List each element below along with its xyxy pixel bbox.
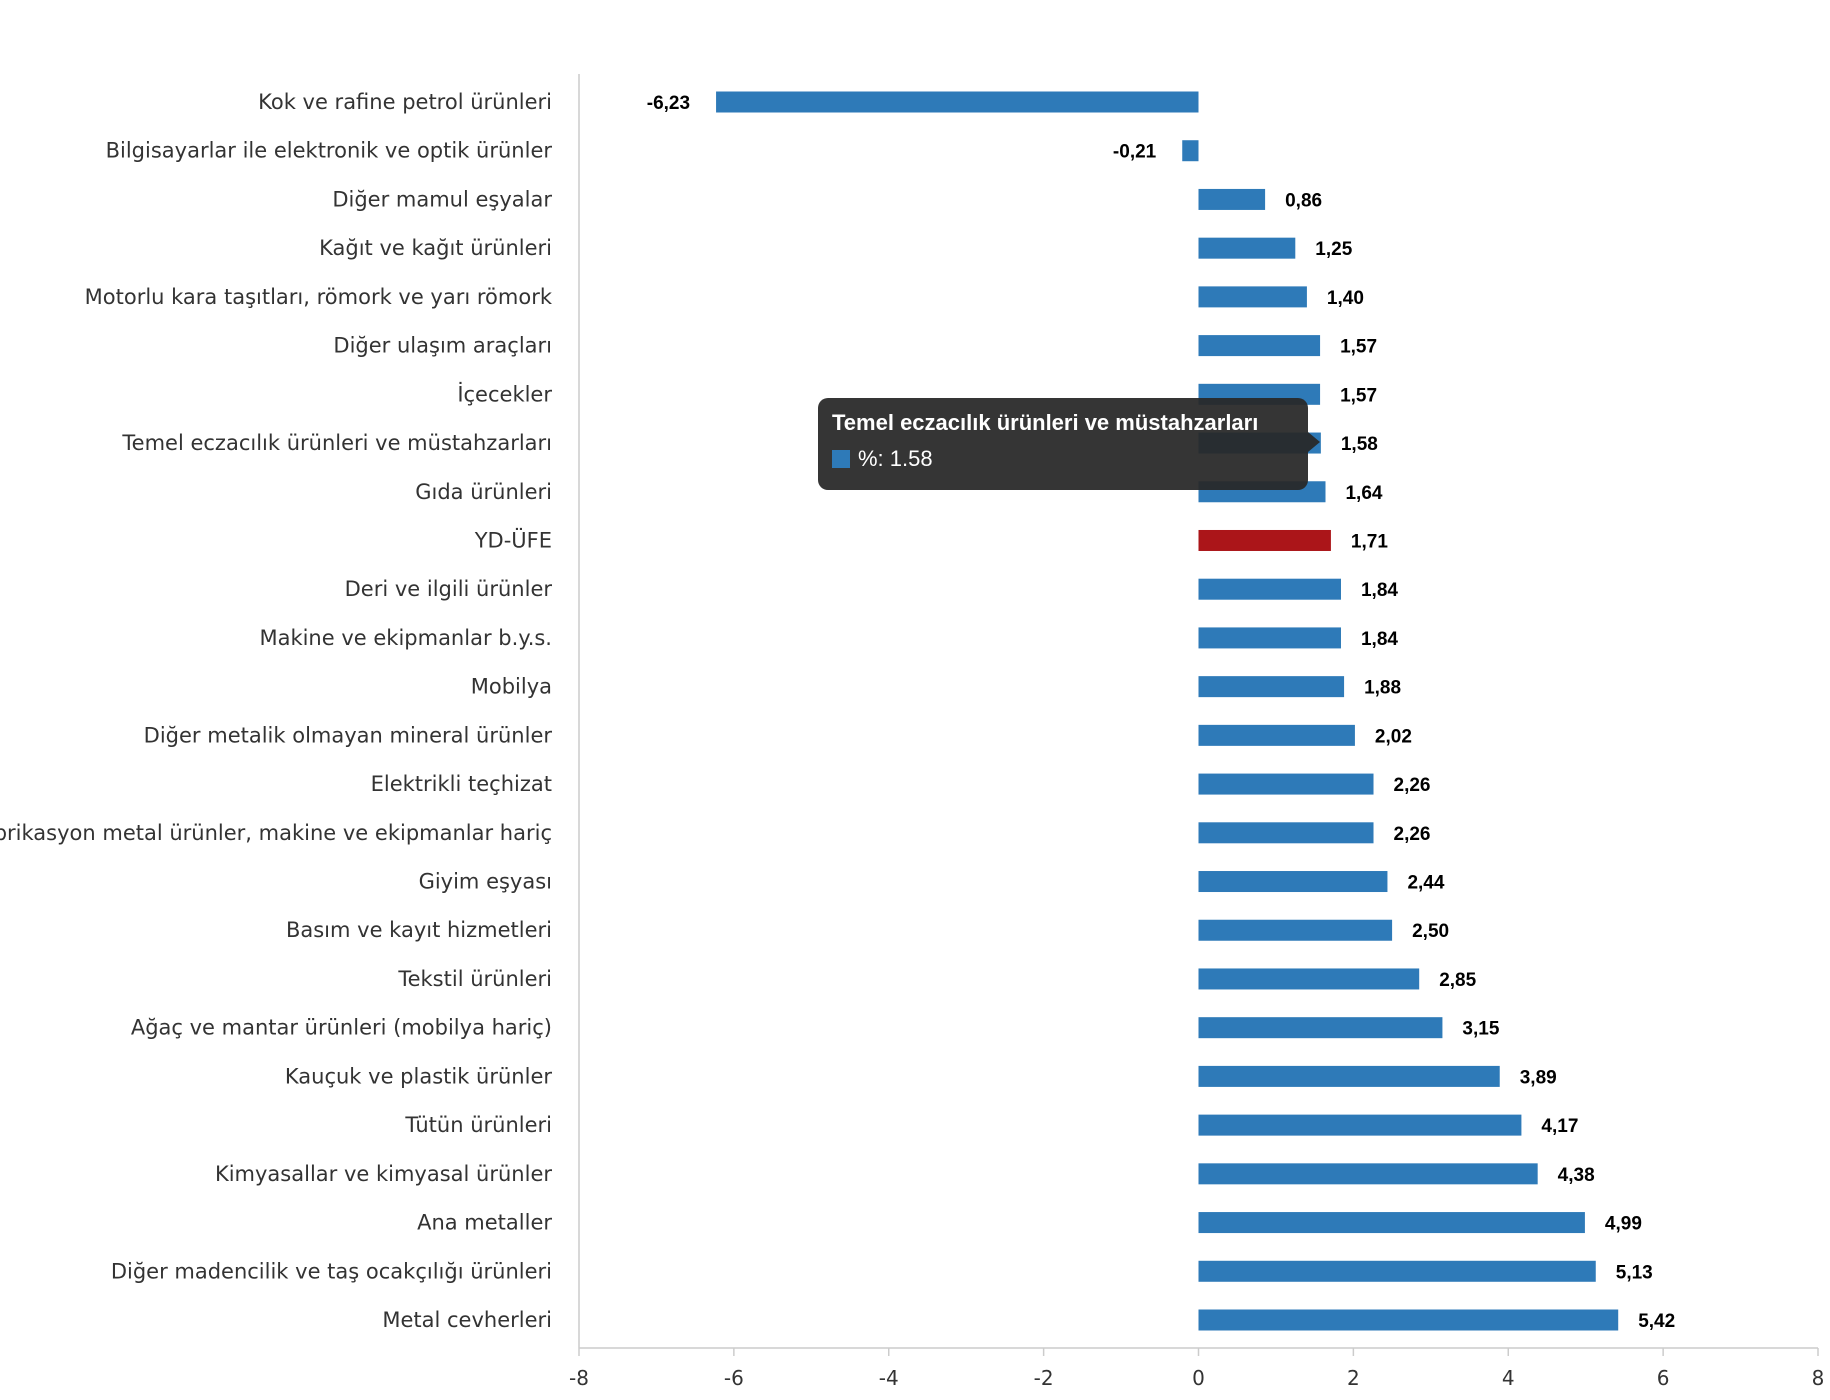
category-label: Gıda ürünleri [415,480,552,504]
category-label: Deri ve ilgili ürünler [345,577,553,601]
bar [1198,1212,1585,1234]
tooltip-row: %: 1.58 [832,446,1294,472]
data-label: 3,15 [1462,1019,1499,1040]
category-label: Diğer mamul eşyalar [332,187,552,211]
chart-axes [578,74,1818,1349]
data-label: 1,58 [1341,434,1378,455]
category-label: Diğer madencilik ve taş ocakçılığı ürünl… [111,1259,552,1283]
data-label: 0,86 [1285,190,1322,211]
tooltip-title: Temel eczacılık ürünleri ve müstahzarlar… [832,410,1259,435]
x-axis-ticks: -8 -6 -4 -2 0 2 4 6 8 [569,1348,1824,1390]
category-label: Kauçuk ve plastik ürünler [285,1064,552,1088]
x-tick-label: 4 [1502,1366,1515,1390]
category-label: Kimyasallar ve kimyasal ürünler [215,1162,552,1186]
data-label: 1,25 [1315,239,1352,260]
category-label: Diğer ulaşım araçları [333,334,552,358]
x-tick-label: 2 [1347,1366,1360,1390]
value-labels: -6,23 -0,21 0,86 1,25 1,40 1,57 1,57 1,58 1,64 1,… [647,93,1675,1332]
bar [1198,919,1393,941]
data-label: 2,44 [1407,873,1444,894]
data-label: 1,57 [1340,337,1377,358]
category-label: Kok ve rafine petrol ürünleri [258,90,552,114]
bar [1198,578,1341,600]
tooltip-value: %: 1.58 [858,446,933,471]
category-label: Metal cevherleri [382,1308,552,1332]
data-label: 2,26 [1394,824,1431,845]
category-label: Tekstil ürünleri [397,967,552,991]
bar [1198,968,1420,990]
bar [1198,676,1345,698]
data-label: -0,21 [1113,142,1157,163]
bar [1198,1017,1443,1039]
category-label: Tütün ürünleri [404,1113,552,1137]
bar [1198,724,1355,746]
data-label: -6,23 [647,93,690,114]
bar [716,91,1199,113]
data-label: 4,38 [1558,1165,1595,1186]
category-label: Ağaç ve mantar ürünleri (mobilya hariç) [131,1016,552,1040]
bar [1198,1065,1500,1087]
category-label: Motorlu kara taşıtları, römork ve yarı r… [85,285,553,309]
data-label: 2,85 [1439,970,1476,991]
category-label: Basım ve kayıt hizmetleri [286,918,552,942]
category-label: Elektrikli teçhizat [371,772,552,796]
category-label: Mobilya [471,675,552,699]
bar [1198,188,1266,210]
bar [1198,1163,1538,1185]
data-label: 4,17 [1541,1116,1578,1137]
bar [1198,1309,1619,1331]
category-label: Giyim eşyası [419,870,552,894]
data-label: 2,50 [1412,921,1449,942]
bar [1198,335,1321,357]
data-label: 4,99 [1605,1214,1642,1235]
chart-tooltip: Temel eczacılık ürünleri ve müstahzarlar… [818,398,1320,490]
chart-bars [716,91,1619,1331]
x-tick-label: 6 [1657,1366,1670,1390]
category-label: Ana metaller [417,1211,552,1235]
bar [1198,529,1331,551]
bar [1198,286,1307,308]
bar [1198,822,1374,844]
category-label: İçecekler [457,381,552,406]
bar [1198,237,1296,259]
data-label: 2,26 [1394,775,1431,796]
bar [1198,773,1374,795]
category-label: YD-ÜFE [474,527,552,552]
bar [1198,627,1341,649]
data-label: 1,64 [1345,483,1382,504]
x-tick-label: -4 [879,1366,899,1390]
category-labels: Kok ve rafine petrol ürünleri Bilgisayarl… [0,90,553,1332]
bar [1198,871,1388,893]
category-label: Makine ve ekipmanlar b.y.s. [259,626,552,650]
category-label: Temel eczacılık ürünleri ve müstahzarlar… [121,431,552,455]
data-label: 1,84 [1361,629,1398,650]
data-label: 5,13 [1616,1262,1653,1283]
x-tick-label: 8 [1812,1366,1825,1390]
bar [1182,140,1199,162]
category-label: Fabrikasyon metal ürünler, makine ve eki… [0,821,552,845]
x-tick-label: -8 [569,1366,589,1390]
data-label: 1,88 [1364,678,1401,699]
data-label: 5,42 [1638,1311,1675,1332]
x-tick-label: -2 [1034,1366,1054,1390]
data-label: 2,02 [1375,726,1412,747]
data-label: 3,89 [1520,1067,1557,1088]
tooltip-arrow [1308,432,1320,452]
data-label: 1,40 [1327,288,1364,309]
x-tick-label: 0 [1192,1366,1205,1390]
data-label: 1,57 [1340,385,1377,406]
category-label: Diğer metalik olmayan mineral ürünler [144,723,553,747]
x-tick-label: -6 [724,1366,744,1390]
tooltip-swatch [832,450,850,468]
bar [1198,1260,1596,1282]
category-label: Bilgisayarlar ile elektronik ve optik ür… [106,139,553,163]
bar [1198,1114,1522,1136]
category-label: Kağıt ve kağıt ürünleri [319,236,552,260]
data-label: 1,84 [1361,580,1398,601]
data-label: 1,71 [1351,531,1388,552]
